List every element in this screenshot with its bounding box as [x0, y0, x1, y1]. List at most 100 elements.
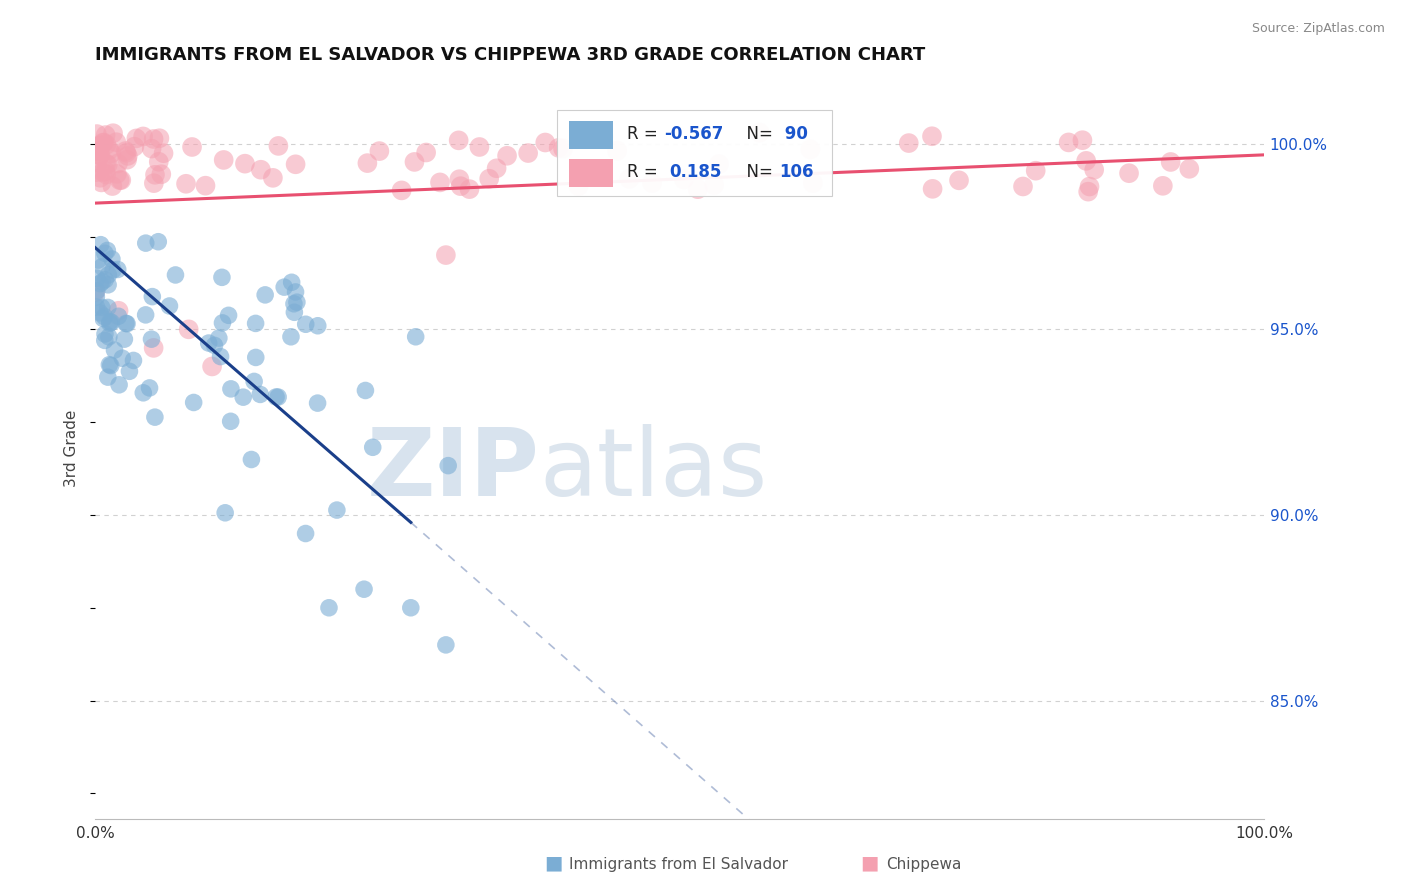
Point [115, 145, 138, 160]
Point [115, 153, 138, 167]
Point [194, 178, 217, 193]
Point [91, 260, 114, 274]
Point [748, 126, 770, 140]
Point [606, 144, 628, 158]
Point [98, 358, 121, 372]
Point [250, 162, 273, 177]
Point [107, 262, 129, 277]
Point [478, 171, 501, 186]
Point [138, 381, 160, 395]
Point [447, 133, 470, 147]
Point [98, 143, 121, 157]
Point [90, 148, 112, 162]
Point [148, 235, 170, 249]
Point [117, 149, 139, 163]
Point [148, 131, 170, 145]
Point [94, 273, 117, 287]
Point [208, 331, 231, 345]
Point [115, 317, 138, 331]
Point [94, 334, 117, 348]
Point [98, 315, 121, 329]
Point [214, 506, 236, 520]
Point [280, 330, 302, 344]
Point [110, 173, 132, 187]
Point [267, 390, 290, 404]
Point [107, 303, 129, 318]
Point [1071, 133, 1094, 147]
Point [101, 126, 124, 140]
Point [273, 280, 295, 294]
Point [98, 317, 121, 331]
Point [399, 600, 422, 615]
Point [100, 359, 122, 373]
Point [97, 268, 120, 282]
Point [703, 178, 725, 192]
Point [101, 179, 124, 194]
Point [254, 288, 277, 302]
Point [294, 318, 316, 332]
Point [219, 414, 242, 428]
Point [111, 351, 134, 366]
Point [107, 156, 129, 170]
Point [437, 458, 460, 473]
Point [132, 385, 155, 400]
Point [233, 156, 256, 170]
Point [897, 136, 920, 150]
Point [468, 140, 491, 154]
Point [204, 338, 226, 352]
Point [201, 359, 224, 374]
Point [96, 137, 118, 152]
Point [307, 396, 329, 410]
Text: ■: ■ [860, 854, 879, 872]
Point [218, 309, 240, 323]
Point [89, 306, 111, 320]
Point [232, 390, 254, 404]
Point [326, 503, 349, 517]
Point [142, 176, 165, 190]
Point [212, 153, 235, 167]
Text: Immigrants from El Salvador: Immigrants from El Salvador [569, 857, 789, 872]
Point [86, 290, 108, 304]
Point [91, 165, 114, 179]
Point [97, 330, 120, 344]
Point [148, 154, 170, 169]
Point [122, 353, 145, 368]
Point [86, 127, 108, 141]
Point [165, 268, 187, 282]
Point [353, 582, 375, 597]
Point [91, 136, 114, 150]
Point [354, 384, 377, 398]
Point [245, 317, 267, 331]
Point [249, 387, 271, 401]
Point [1012, 179, 1035, 194]
Point [283, 305, 305, 319]
Point [496, 149, 519, 163]
Point [94, 128, 117, 142]
Point [1178, 161, 1201, 176]
Point [551, 142, 574, 156]
Point [391, 183, 413, 197]
Point [449, 172, 471, 186]
Point [1057, 136, 1080, 150]
Text: Chippewa: Chippewa [886, 857, 962, 872]
Point [294, 526, 316, 541]
Point [707, 157, 730, 171]
Point [87, 144, 110, 158]
Point [87, 155, 110, 169]
Point [243, 375, 266, 389]
Point [434, 248, 457, 262]
Point [118, 364, 141, 378]
Point [100, 315, 122, 329]
Point [219, 382, 242, 396]
Point [534, 136, 557, 150]
Point [142, 341, 165, 355]
Point [1025, 163, 1047, 178]
Point [285, 295, 308, 310]
Point [143, 410, 166, 425]
Point [89, 148, 111, 162]
Point [921, 129, 943, 144]
Point [108, 377, 131, 392]
Point [152, 146, 174, 161]
Point [1078, 179, 1101, 194]
Point [107, 310, 129, 324]
